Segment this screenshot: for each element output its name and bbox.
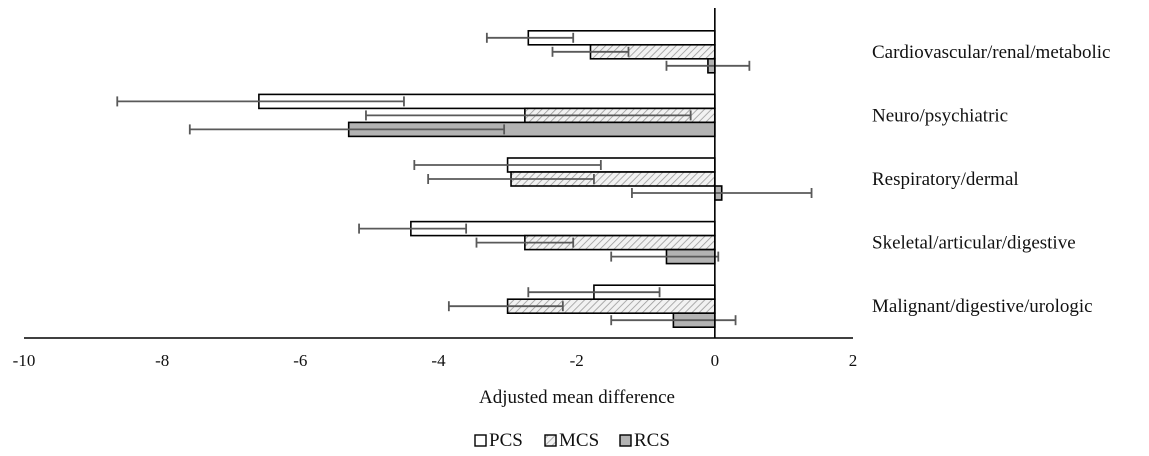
legend: PCS MCS RCS [474, 430, 670, 451]
x-tick-label: -4 [431, 351, 446, 370]
category-label: Malignant/digestive/urologic [872, 296, 1093, 317]
axes: -10 -8 -6 -4 -2 0 2 [13, 8, 858, 370]
legend-label-mcs: MCS [559, 430, 599, 451]
category-label: Neuro/psychiatric [872, 105, 1008, 126]
legend-label-pcs: PCS [489, 430, 523, 451]
x-tick-label: 0 [711, 351, 720, 370]
category-label: Skeletal/articular/digestive [872, 233, 1076, 254]
x-tick-label: 2 [849, 351, 858, 370]
x-tick-label: -2 [570, 351, 584, 370]
x-tick-label: -10 [13, 351, 36, 370]
legend-swatch-rcs [619, 434, 632, 447]
legend-swatch-mcs [544, 434, 557, 447]
x-axis-title: Adjusted mean difference [479, 387, 675, 408]
legend-swatch-pcs [474, 434, 487, 447]
category-label: Respiratory/dermal [872, 169, 1019, 190]
category-labels: Cardiovascular/renal/metabolic Neuro/psyc… [872, 42, 1110, 317]
x-tick-label: -6 [293, 351, 307, 370]
plot-area [116, 29, 813, 329]
legend-label-rcs: RCS [634, 430, 670, 451]
x-tick-label: -8 [155, 351, 169, 370]
category-label: Cardiovascular/renal/metabolic [872, 42, 1110, 63]
